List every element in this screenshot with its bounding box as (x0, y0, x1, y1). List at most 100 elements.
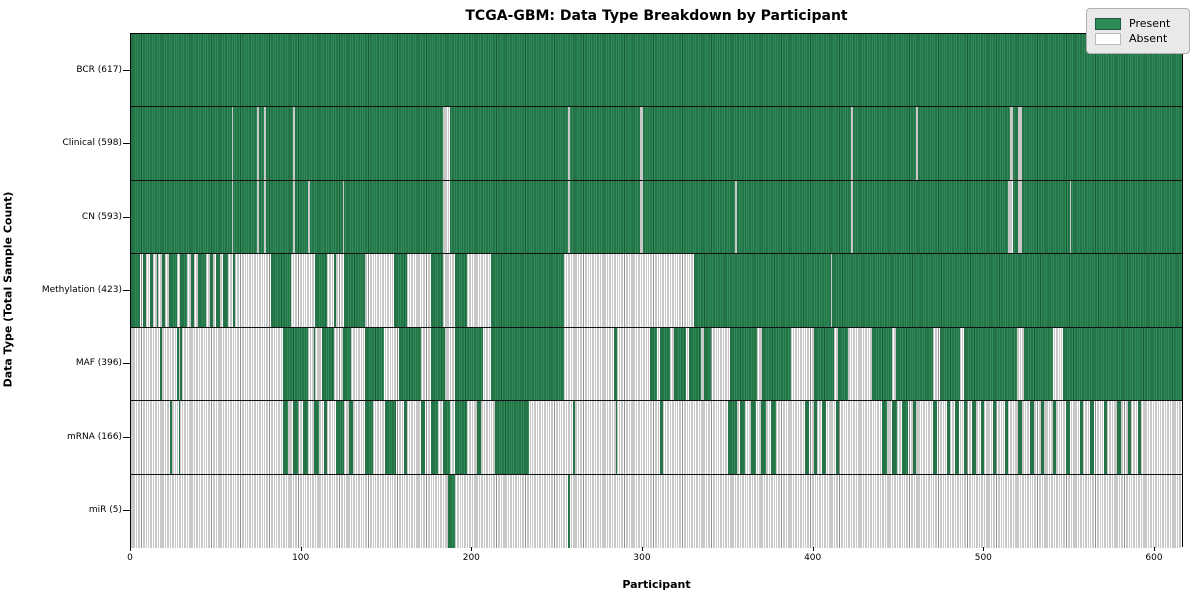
present-segment-mRNA (282, 401, 288, 474)
present-segment-mRNA (170, 401, 172, 474)
present-segment-mRNA (750, 401, 756, 474)
present-segment-miR (567, 474, 570, 548)
ytick-label-BCR: BCR (617) (76, 64, 122, 75)
present-segment-mRNA (728, 401, 737, 474)
xtick-label-200: 200 (462, 553, 480, 563)
present-segment-MAF (673, 327, 686, 401)
present-segment-MAF (342, 327, 352, 401)
xtick-label-400: 400 (804, 553, 822, 563)
present-segment-MAF (871, 327, 893, 401)
present-segment-Methylation (161, 254, 166, 327)
absent-segment-Clinical (639, 107, 643, 180)
present-segment-mRNA (1052, 401, 1056, 474)
present-segment-MAF (491, 327, 565, 401)
present-segment-mRNA (1127, 401, 1132, 474)
plot-area (130, 33, 1183, 548)
present-segment-Methylation (344, 254, 365, 327)
absent-segment-CN (567, 180, 570, 254)
xtick-mark (983, 547, 985, 551)
ytick-label-miR: miR (5) (88, 505, 122, 516)
present-segment-mRNA (385, 401, 396, 474)
present-segment-MAF (963, 327, 1017, 401)
present-segment-MAF (895, 327, 934, 401)
present-segment-mRNA (835, 401, 840, 474)
xtick-label-0: 0 (127, 553, 133, 563)
absent-segment-CN (1008, 180, 1014, 254)
present-segment-mRNA (421, 401, 425, 474)
present-segment-Methylation (315, 254, 328, 327)
ytick-mark (123, 363, 130, 365)
present-segment-mRNA (303, 401, 309, 474)
present-segment-mRNA (431, 401, 439, 474)
present-segment-Methylation (131, 254, 140, 327)
xtick-mark (471, 547, 473, 551)
present-segment-mRNA (912, 401, 917, 474)
ytick-label-mRNA: mRNA (166) (67, 431, 122, 442)
present-swatch (1095, 17, 1121, 30)
absent-segment-CN (1069, 180, 1072, 254)
present-segment-Methylation (190, 254, 195, 327)
absent-segment-Clinical (264, 107, 266, 180)
ytick-mark (123, 436, 130, 438)
xtick-label-100: 100 (292, 553, 310, 563)
present-segment-Methylation (216, 254, 220, 327)
present-segment-mRNA (1117, 401, 1121, 474)
present-segment-mRNA (293, 401, 299, 474)
present-segment-mRNA (946, 401, 951, 474)
present-segment-mRNA (1066, 401, 1070, 474)
present-segment-MAF (649, 327, 657, 401)
present-segment-mRNA (178, 401, 181, 474)
present-segment-mRNA (955, 401, 959, 474)
absent-segment-Clinical (567, 107, 570, 180)
ytick-mark (123, 290, 130, 291)
present-segment-MAF (939, 327, 961, 401)
present-segment-MAF (613, 327, 618, 401)
present-segment-mRNA (1079, 401, 1084, 474)
present-segment-MAF (180, 327, 183, 401)
present-segment-Methylation (431, 254, 444, 327)
present-segment-MAF (322, 327, 335, 401)
row-Methylation (131, 254, 1182, 328)
present-segment-mRNA (770, 401, 777, 474)
present-segment-Methylation (223, 254, 229, 327)
present-segment-mRNA (364, 401, 374, 474)
legend-label-absent: Absent (1129, 32, 1168, 45)
absent-segment-Clinical (257, 107, 259, 180)
present-segment-mRNA (980, 401, 985, 474)
present-segment-MAF (730, 327, 758, 401)
present-segment-MAF (762, 327, 792, 401)
present-segment-mRNA (1137, 401, 1142, 474)
present-segment-mRNA (404, 401, 408, 474)
ytick-mark (123, 143, 130, 145)
absent-segment-Clinical (916, 107, 918, 180)
ytick-label-MAF: MAF (396) (75, 358, 122, 369)
present-segment-MAF (431, 327, 445, 401)
absent-segment-Clinical (443, 107, 451, 180)
present-segment-Methylation (142, 254, 147, 327)
row-miR (131, 474, 1182, 548)
present-segment-mRNA (740, 401, 746, 474)
present-segment-mRNA (972, 401, 976, 474)
present-segment-mRNA (335, 401, 345, 474)
xtick-label-300: 300 (633, 553, 651, 563)
present-segment-MAF (660, 327, 671, 401)
present-segment-mRNA (615, 401, 618, 474)
present-segment-Methylation (694, 254, 831, 327)
present-segment-Methylation (270, 254, 292, 327)
absent-segment-CN (735, 180, 737, 254)
present-segment-mRNA (902, 401, 908, 474)
present-segment-MAF (689, 327, 701, 401)
present-segment-mRNA (313, 401, 319, 474)
absent-segment-CN (257, 180, 259, 254)
present-segment-mRNA (323, 401, 328, 474)
xtick-mark (1153, 547, 1155, 551)
present-segment-Methylation (491, 254, 565, 327)
absent-segment-CN (851, 180, 853, 254)
absent-segment-CN (293, 180, 295, 254)
present-segment-mRNA (822, 401, 826, 474)
present-segment-MAF (177, 327, 179, 401)
ytick-mark (123, 216, 130, 218)
absent-segment-Clinical (851, 107, 853, 180)
present-segment-Methylation (455, 254, 468, 327)
